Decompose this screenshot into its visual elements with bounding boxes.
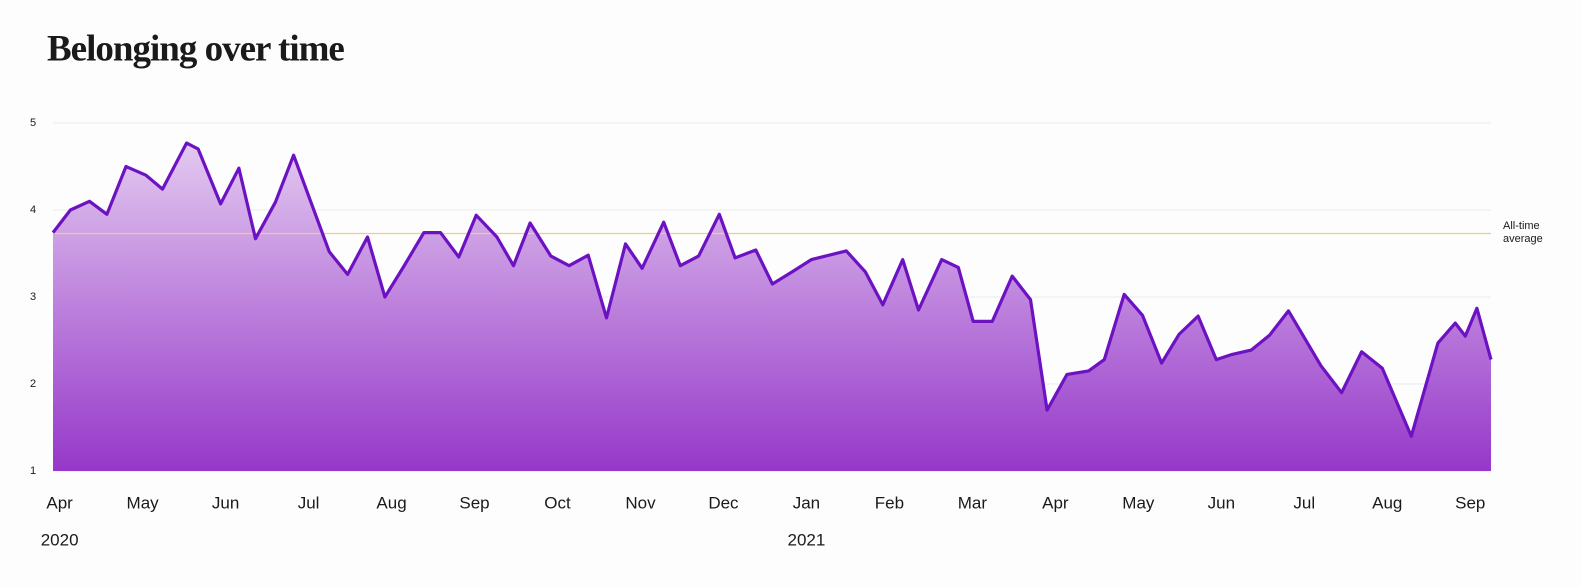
x-tick-label: Jun: [212, 493, 239, 512]
x-tick-label: May: [127, 493, 160, 512]
x-tick-label: Sep: [459, 493, 489, 512]
line: [51, 141, 1493, 438]
year-label: 2020: [41, 530, 79, 549]
y-tick-label: 3: [30, 291, 36, 303]
x-tick-label: Jun: [1208, 493, 1235, 512]
chart-title: Belonging over time: [47, 28, 344, 69]
y-tick-label: 1: [30, 465, 36, 477]
x-tick-label: Jul: [298, 493, 320, 512]
x-tick-label: Aug: [376, 493, 406, 512]
area: [53, 143, 1491, 471]
y-tick-label: 4: [30, 204, 36, 216]
x-tick-label: Apr: [1042, 493, 1069, 512]
x-tick-label: Jul: [1293, 493, 1315, 512]
year-label: 2021: [788, 530, 826, 549]
x-tick-label: Aug: [1372, 493, 1402, 512]
x-tick-label: Nov: [625, 493, 656, 512]
x-tick-label: Apr: [46, 493, 73, 512]
x-tick-label: May: [1122, 493, 1155, 512]
x-tick-label: Feb: [875, 493, 904, 512]
x-tick-label: Sep: [1455, 493, 1485, 512]
average-label: All-time average: [1503, 220, 1543, 245]
y-tick-label: 5: [30, 117, 36, 129]
x-tick-label: Mar: [958, 493, 988, 512]
x-tick-label: Jan: [793, 493, 820, 512]
y-tick-label: 2: [30, 378, 36, 390]
x-tick-label: Dec: [708, 493, 739, 512]
x-tick-label: Oct: [544, 493, 571, 512]
